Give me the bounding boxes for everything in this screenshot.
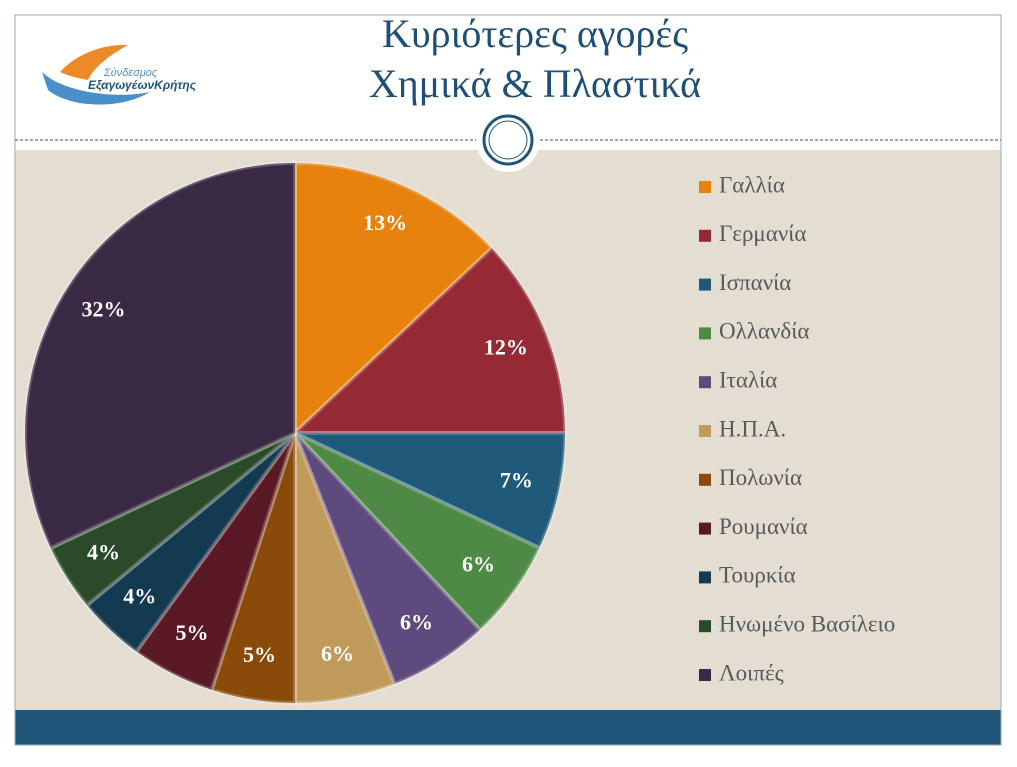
data-label: 5% — [176, 620, 209, 645]
legend-swatch — [699, 473, 711, 486]
data-label: 5% — [243, 642, 276, 667]
data-label: 4% — [123, 583, 156, 608]
pie-slice — [209, 432, 297, 706]
frame — [14, 14, 1002, 746]
legend-swatch — [699, 327, 711, 340]
legend-label: Γαλλία — [719, 172, 785, 197]
chart-title: Χημικά & Πλαστικά — [369, 61, 701, 106]
legend-swatch — [699, 425, 711, 437]
data-label: 32% — [82, 297, 126, 322]
data-label: 13% — [363, 210, 407, 235]
divider-medallion — [476, 108, 540, 172]
legend-swatch — [699, 571, 711, 584]
data-label: 6% — [462, 551, 495, 576]
pie-slice — [293, 160, 495, 438]
data-label: 7% — [500, 468, 533, 493]
pie-slice — [133, 431, 297, 693]
data-label: 6% — [321, 641, 354, 666]
legend-swatch — [699, 522, 711, 535]
legend-label: Γερμανία — [719, 221, 806, 246]
data-label: 12% — [484, 335, 528, 360]
footer-bar — [15, 710, 1001, 745]
pie-slice — [294, 431, 568, 551]
legend: Γαλλία Γερμανία Ισπανία Ολλανδία Ιταλία Η.Π.Α… — [699, 172, 895, 685]
pie-slice — [48, 431, 297, 608]
legend-swatch — [699, 669, 711, 681]
pie-slice — [293, 431, 483, 687]
pie-slice — [84, 431, 297, 655]
legend-swatch — [699, 181, 711, 193]
logo-text: ΕξαγωγέωνΚρήτης — [88, 78, 197, 92]
legend-label: Ισπανία — [719, 270, 791, 295]
legend-label: Ολλανδία — [719, 319, 809, 344]
legend-label: Πολωνία — [719, 465, 802, 490]
pie: 13% 12% 7% 6% 6% 6% 5% 5% 4%4% 32% — [23, 160, 568, 706]
legend-label: Ρουμανία — [719, 514, 808, 539]
legend-label: Τουρκία — [719, 563, 796, 588]
legend-swatch — [699, 376, 711, 389]
legend-label: Ηνωμένο Βασίλειο — [719, 611, 895, 636]
legend-swatch — [699, 278, 711, 291]
legend-swatch — [699, 620, 711, 633]
logo-wave — [42, 72, 150, 105]
legend-label: Λοιπές — [719, 660, 784, 685]
pie-slice — [289, 245, 568, 435]
medallion-ring — [482, 114, 534, 166]
data-label: 6% — [400, 610, 433, 635]
data-label: 4% — [87, 540, 120, 565]
pie-slice — [23, 160, 297, 551]
logo-swirl — [60, 44, 128, 80]
legend-label: Ιταλία — [719, 367, 777, 392]
legend-label: Η.Π.Α. — [719, 416, 786, 441]
legend-swatch — [699, 229, 711, 242]
pie-slice — [293, 431, 542, 633]
chart-title: Κυριότερες αγορές — [382, 11, 688, 56]
medallion-ring — [488, 120, 528, 160]
logo-text: Σύνδεσμος — [103, 67, 158, 79]
pie-slice — [293, 432, 397, 706]
